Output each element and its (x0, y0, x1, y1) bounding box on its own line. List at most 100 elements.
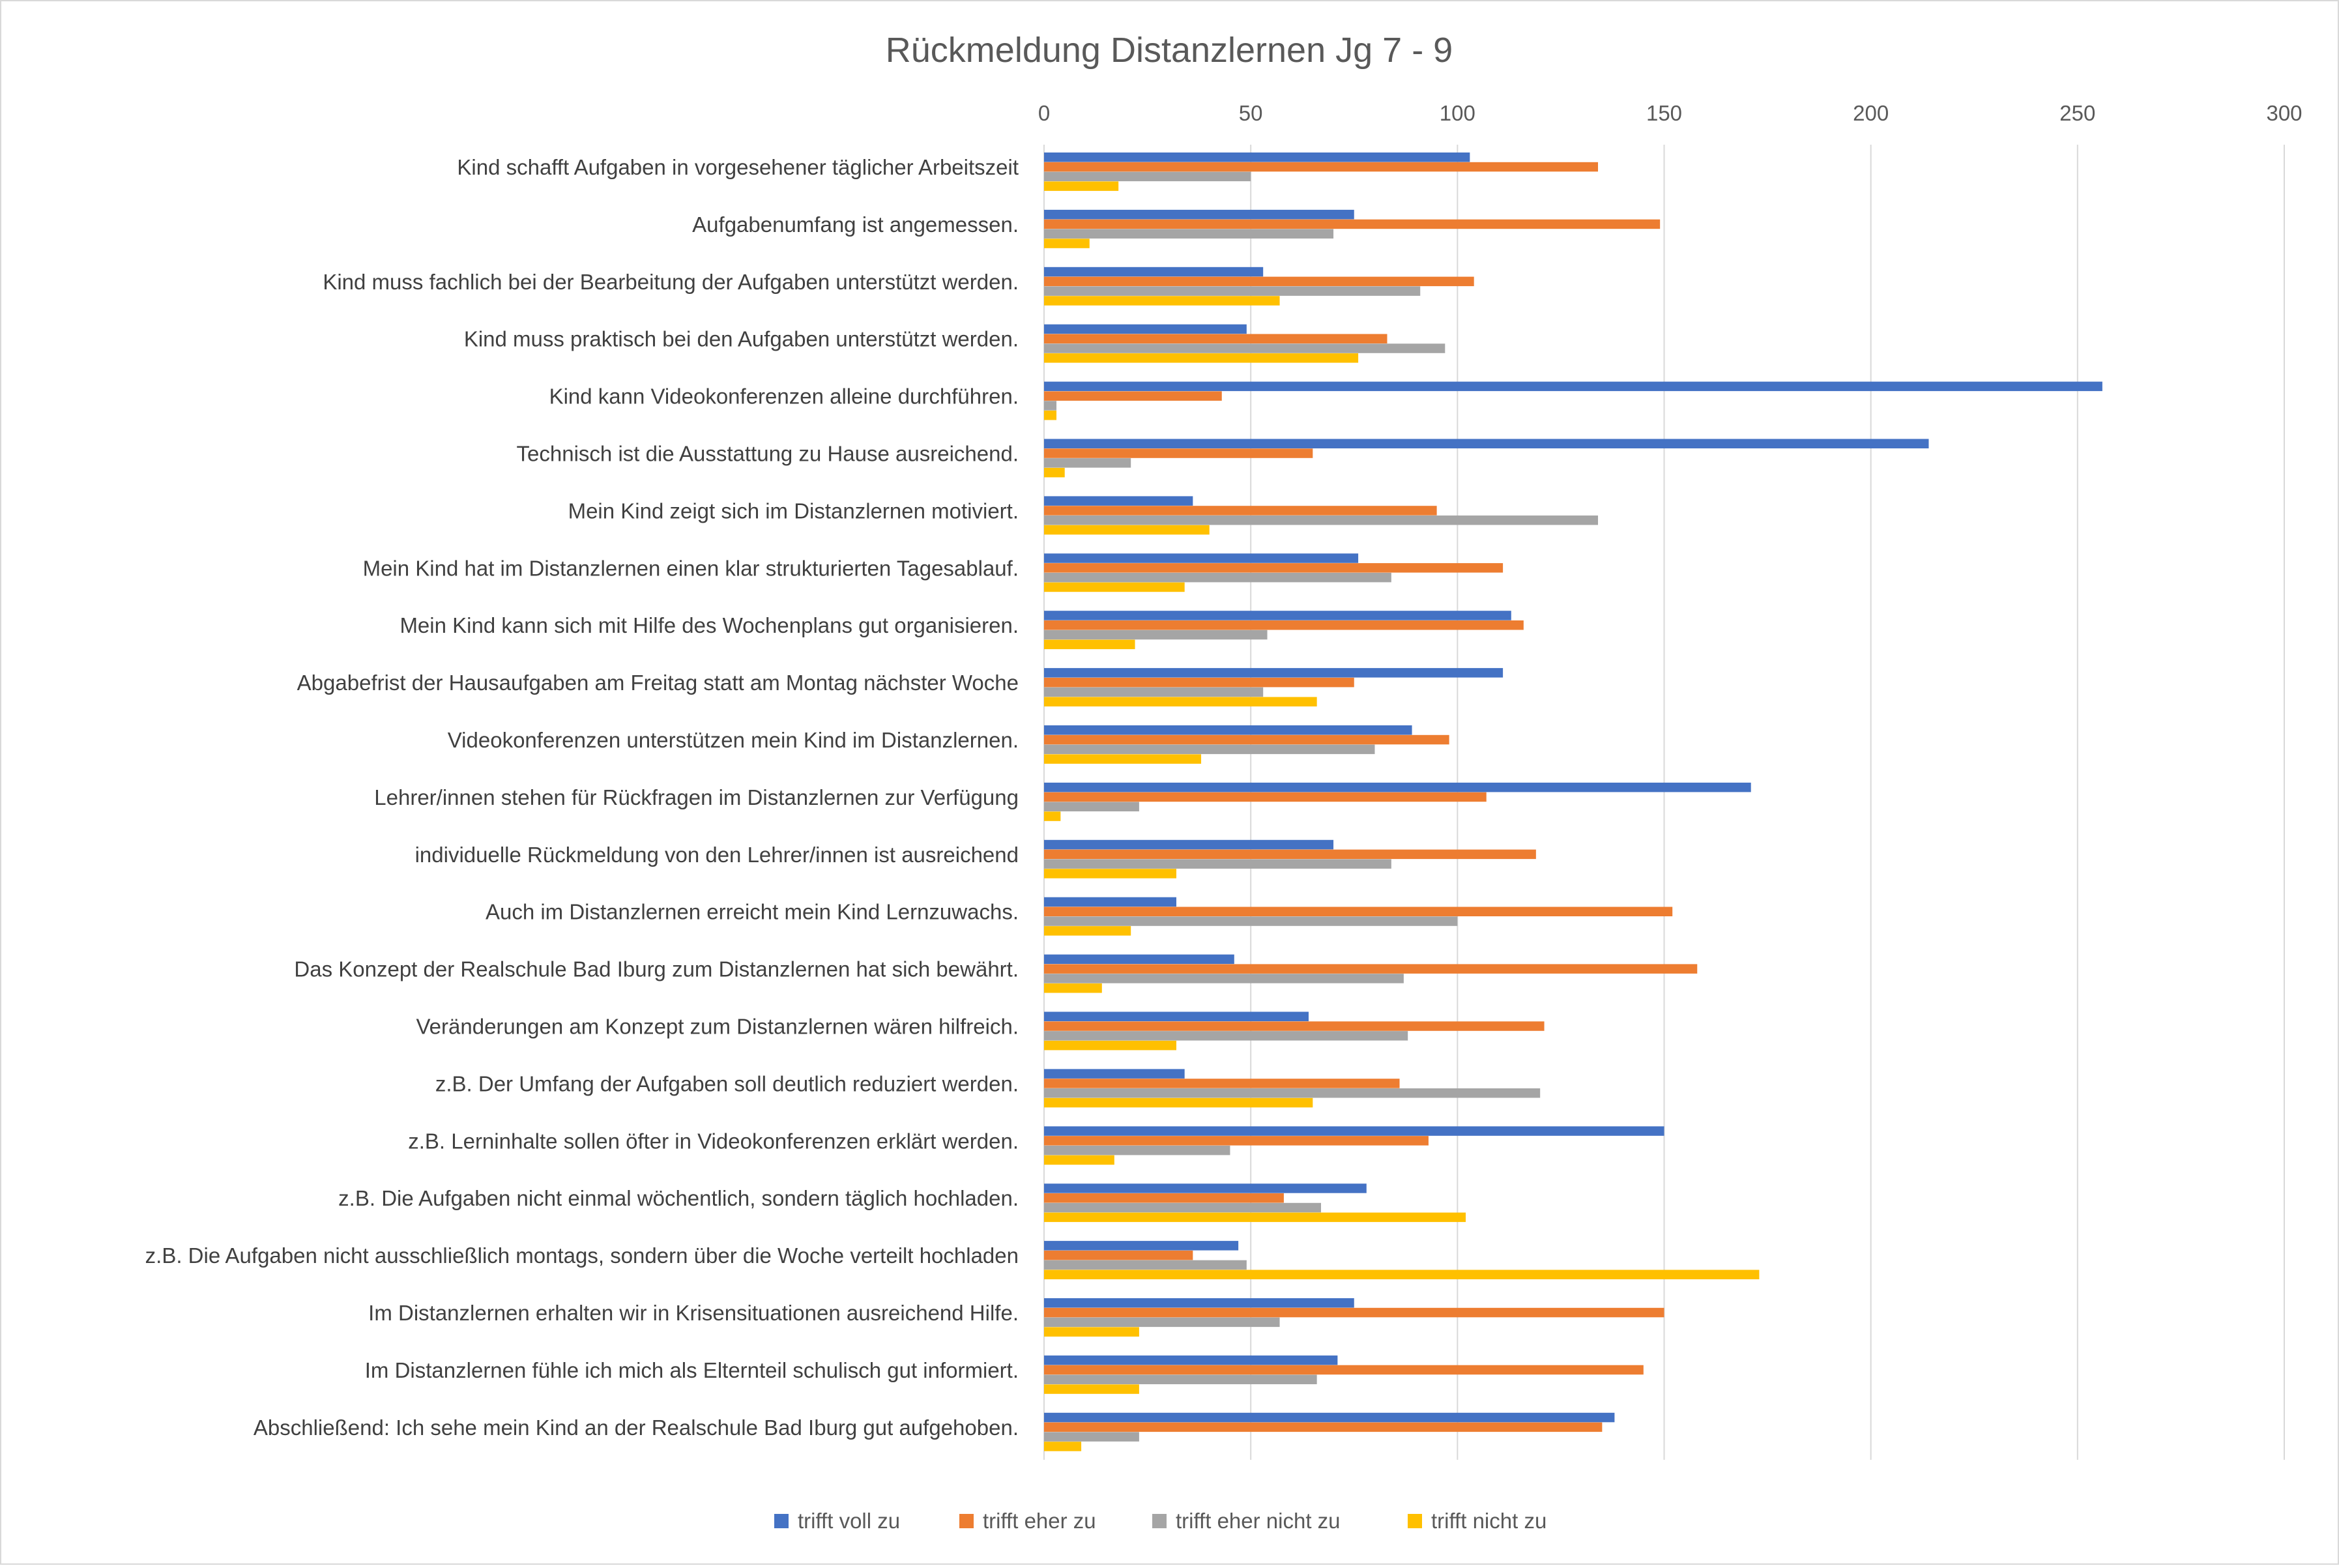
category-label: Kind schafft Aufgaben in vorgesehener tä… (457, 155, 1019, 179)
bar (1044, 553, 1359, 563)
bar (1044, 1260, 1247, 1270)
bar (1044, 1432, 1139, 1442)
category-label: Mein Kind hat im Distanzlernen einen kla… (363, 556, 1019, 580)
bar (1044, 677, 1354, 688)
bar (1044, 563, 1504, 573)
category-label: Technisch ist die Ausstattung zu Hause a… (517, 442, 1019, 466)
bar (1044, 496, 1193, 506)
category-label: Aufgabenumfang ist angemessen. (692, 212, 1019, 237)
bar (1044, 525, 1210, 535)
bar (1044, 1155, 1114, 1165)
bar (1044, 897, 1176, 907)
x-tick-label: 0 (1038, 101, 1050, 125)
bar (1044, 209, 1354, 220)
bar (1044, 754, 1202, 764)
x-tick-label: 150 (1646, 101, 1682, 125)
bar (1044, 916, 1458, 926)
bar (1044, 620, 1524, 630)
bar (1044, 1202, 1322, 1213)
bar (1044, 286, 1421, 296)
x-tick-label: 100 (1440, 101, 1475, 125)
bar (1044, 1384, 1139, 1394)
bar (1044, 859, 1391, 869)
bar (1044, 411, 1057, 420)
legend-label: trifft eher nicht zu (1176, 1509, 1341, 1533)
legend-label: trifft nicht zu (1431, 1509, 1547, 1533)
bar (1044, 343, 1446, 353)
legend-swatch (959, 1514, 974, 1528)
bar (1044, 219, 1661, 229)
legend-swatch (774, 1514, 789, 1528)
bar (1044, 744, 1375, 755)
bar (1044, 802, 1139, 811)
bar (1044, 907, 1673, 916)
bar (1044, 1422, 1603, 1432)
category-label: z.B. Die Aufgaben nicht einmal wöchentli… (338, 1186, 1019, 1210)
x-tick-label: 250 (2059, 101, 2095, 125)
gridlines (1043, 145, 2285, 1460)
category-label: z.B. Lerninhalte sollen öfter in Videoko… (408, 1129, 1019, 1153)
bar (1044, 926, 1131, 936)
bar (1044, 1126, 1664, 1136)
x-tick-label: 50 (1239, 101, 1263, 125)
bar (1044, 983, 1102, 993)
bar (1044, 582, 1185, 592)
bar (1044, 1374, 1317, 1384)
category-label: Lehrer/innen stehen für Rückfragen im Di… (374, 785, 1019, 809)
bar (1044, 630, 1268, 640)
bar (1044, 668, 1504, 678)
legend-swatch (1408, 1514, 1422, 1528)
bar (1044, 506, 1437, 515)
category-label: Abschließend: Ich sehe mein Kind an der … (254, 1416, 1019, 1440)
bar (1044, 1355, 1338, 1365)
bar (1044, 964, 1698, 974)
bar (1044, 391, 1222, 401)
bar (1044, 1069, 1185, 1079)
bar (1044, 1145, 1230, 1155)
bar (1044, 381, 2102, 392)
bar (1044, 1097, 1313, 1108)
bar (1044, 611, 1511, 620)
bar (1044, 1040, 1176, 1051)
x-tick-label: 300 (2266, 101, 2302, 125)
chart-title: Rückmeldung Distanzlernen Jg 7 - 9 (886, 31, 1453, 70)
bar (1044, 1212, 1466, 1223)
category-label: Mein Kind kann sich mit Hilfe des Wochen… (400, 613, 1019, 637)
bar (1044, 792, 1487, 802)
bar (1044, 152, 1470, 162)
bar (1044, 1270, 1760, 1279)
bar (1044, 296, 1280, 306)
category-label: Kind muss praktisch bei den Aufgaben unt… (464, 327, 1019, 351)
bar (1044, 353, 1359, 363)
bar (1044, 782, 1751, 792)
bar (1044, 171, 1251, 182)
bar (1044, 1365, 1644, 1375)
legend-label: trifft voll zu (798, 1509, 900, 1533)
bar (1044, 1307, 1664, 1318)
category-labels: Kind schafft Aufgaben in vorgesehener tä… (145, 155, 1019, 1440)
bar (1044, 334, 1387, 343)
bar (1044, 324, 1247, 334)
bar (1044, 515, 1599, 525)
category-label: Mein Kind zeigt sich im Distanzlernen mo… (568, 499, 1019, 523)
legend-label: trifft eher zu (983, 1509, 1096, 1533)
category-label: Auch im Distanzlernen erreicht mein Kind… (486, 900, 1019, 924)
bar (1044, 687, 1264, 697)
bar (1044, 1317, 1280, 1328)
category-label: Abgabefrist der Hausaufgaben am Freitag … (297, 671, 1019, 695)
bar (1044, 869, 1176, 878)
bar (1044, 439, 1929, 448)
legend-swatch (1152, 1514, 1167, 1528)
bar (1044, 1250, 1193, 1260)
bar (1044, 734, 1449, 745)
bar (1044, 1298, 1354, 1308)
category-label: Kind muss fachlich bei der Bearbeitung d… (323, 270, 1019, 294)
bar (1044, 1193, 1284, 1203)
category-label: Veränderungen am Konzept zum Distanzlern… (416, 1015, 1019, 1039)
bar (1044, 467, 1065, 478)
category-label: Das Konzept der Realschule Bad Iburg zum… (294, 957, 1019, 981)
bar (1044, 811, 1061, 821)
bar (1044, 954, 1234, 965)
